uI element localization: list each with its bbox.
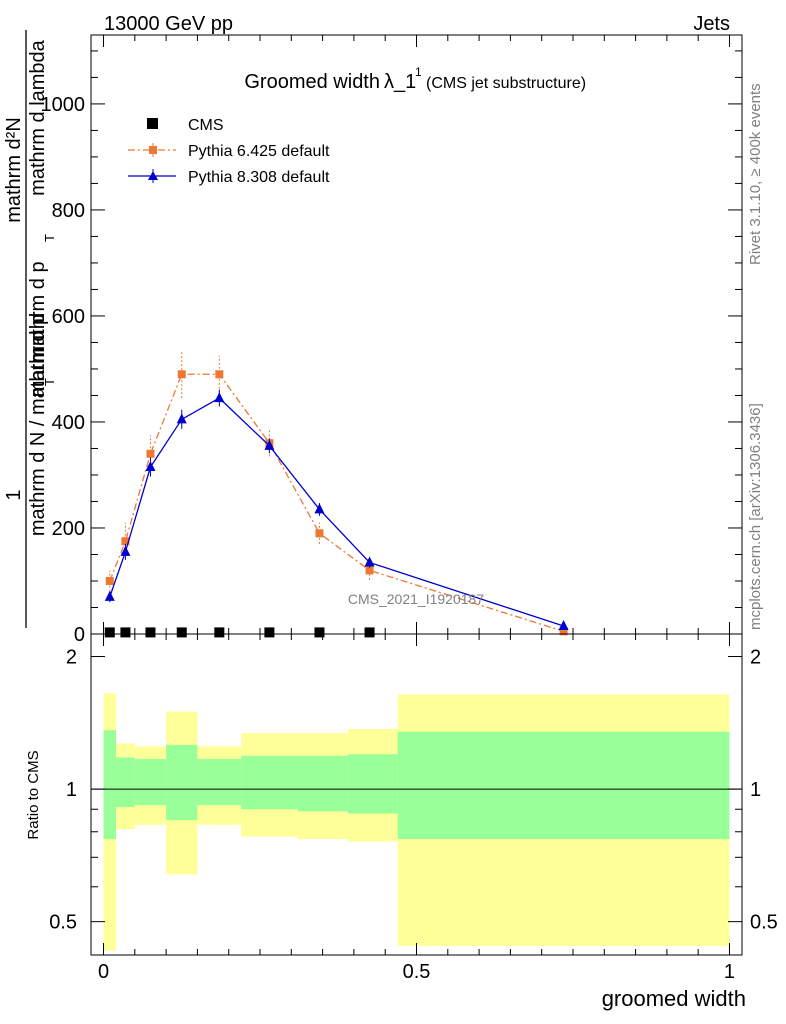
cms-point [104, 627, 115, 638]
main-axis-ticks [91, 35, 742, 635]
pythia8-point [314, 503, 325, 514]
legend-pythia6-marker [149, 146, 157, 154]
ylabel-subscript-t-2: T [42, 234, 57, 242]
legend: CMS Pythia 6.425 default Pythia 8.308 de… [128, 117, 330, 186]
pythia6-point [315, 529, 324, 538]
y-tick-label: 200 [52, 518, 85, 540]
pythia8-point [264, 439, 275, 450]
ratio-inner-band [347, 754, 398, 814]
x-axis-label: groomed width [602, 986, 746, 1011]
y-tick-label: 600 [52, 306, 85, 328]
y-tick-label: 0 [74, 624, 85, 646]
ylabel-denominator-c: mathrm d lambda [27, 39, 49, 195]
main-y-tick-labels: 0 200 400 600 800 1000 [41, 94, 86, 646]
pythia8-point [104, 590, 115, 601]
ratio-inner-band [116, 757, 135, 808]
legend-pythia8-marker [148, 171, 158, 180]
pythia8-point [120, 545, 131, 556]
ratio-inner-band [241, 755, 298, 810]
ratio-y-tick-label-right: 0.5 [750, 912, 778, 934]
ylabel-denominator-mid: mathrm d [27, 313, 49, 397]
ratio-inner-band [166, 744, 198, 821]
ratio-uncertainty-bands [91, 693, 742, 951]
pythia8-point [145, 461, 156, 472]
rivet-label: Rivet 3.1.10, ≥ 400k events [747, 83, 764, 265]
ylabel-denominator-b: mathrm d p [27, 261, 49, 362]
ratio-panel: 0.5 0.5 1 1 2 2 0 0.5 1 Ratio to CMS groomed wid… [25, 633, 778, 1011]
pythia6-point [365, 566, 374, 575]
legend-pythia6-label: Pythia 6.425 default [188, 143, 330, 160]
main-title-subtitle: (CMS jet substructure) [426, 75, 586, 92]
x-tick-label: 0.5 [403, 961, 431, 983]
legend-cms-label: CMS [188, 117, 224, 134]
ratio-inner-band [297, 755, 348, 812]
main-plot-content [104, 350, 569, 638]
cms-point [314, 627, 325, 638]
main-title-superscript: 1 [415, 65, 422, 79]
ratio-axis-ticks [91, 634, 742, 955]
ratio-y-tick-label-left: 0.5 [49, 912, 77, 934]
pythia8-point [364, 556, 375, 567]
mcplots-label: mcplots.cern.ch [arXiv:1306.3436] [747, 403, 764, 630]
main-title-symbol: λ_1 [384, 71, 416, 93]
pythia6-point [177, 370, 186, 379]
analysis-watermark: CMS_2021_I1920187 [348, 591, 484, 607]
ratio-frame [90, 633, 743, 956]
ylabel-numerator-b: mathrm d²N [3, 117, 25, 223]
pythia8-point [176, 413, 187, 424]
cms-point [364, 627, 375, 638]
legend-cms-marker [147, 118, 158, 129]
pythia6-point [105, 576, 114, 585]
y-tick-label: 1000 [41, 94, 86, 116]
header-left: 13000 GeV pp [104, 13, 233, 35]
cms-point [145, 627, 156, 638]
x-tick-label: 0 [98, 961, 109, 983]
ratio-tick-labels: 0.5 0.5 1 1 2 2 0 0.5 1 [49, 647, 778, 983]
legend-pythia8-label: Pythia 8.308 default [188, 169, 330, 186]
y-tick-label: 400 [52, 412, 85, 434]
ylabel-numerator-a: 1 [3, 489, 25, 500]
pythia6-line [109, 373, 564, 632]
cms-point [176, 627, 187, 638]
ratio-y-axis-label: Ratio to CMS [25, 750, 42, 839]
main-y-axis-label: 1 mathrm d²N mathrm d N / mathrm d p mat… [3, 30, 57, 628]
pythia6-point [215, 370, 224, 379]
ylabel-subscript-t: T [42, 378, 57, 386]
pythia8-line [109, 397, 564, 627]
pythia8-point [214, 392, 225, 403]
ratio-y-tick-label-left: 2 [66, 647, 77, 669]
ratio-y-tick-label-right: 2 [750, 647, 761, 669]
ratio-y-tick-label-left: 1 [66, 779, 77, 801]
y-tick-label: 800 [52, 200, 85, 222]
x-tick-label: 1 [724, 961, 735, 983]
cms-point [264, 627, 275, 638]
ylabel-denominator-a: mathrm d N / mathrm d p [27, 314, 49, 536]
pythia8-point [558, 620, 569, 631]
ratio-inner-band [103, 730, 117, 840]
ratio-y-tick-label-right: 1 [750, 779, 761, 801]
main-panel: 0 200 400 600 800 1000 Groomed width λ_1 1 (C… [3, 30, 743, 646]
cms-point [120, 627, 131, 638]
ratio-inner-band [397, 731, 730, 840]
pythia6-point [146, 449, 155, 458]
cms-point [214, 627, 225, 638]
main-title: Groomed width [244, 71, 380, 93]
pythia6-point [121, 537, 130, 546]
ratio-inner-band [197, 759, 242, 806]
pythia6-point [559, 627, 568, 636]
ratio-inner-band [134, 759, 167, 806]
header-right: Jets [693, 13, 730, 35]
